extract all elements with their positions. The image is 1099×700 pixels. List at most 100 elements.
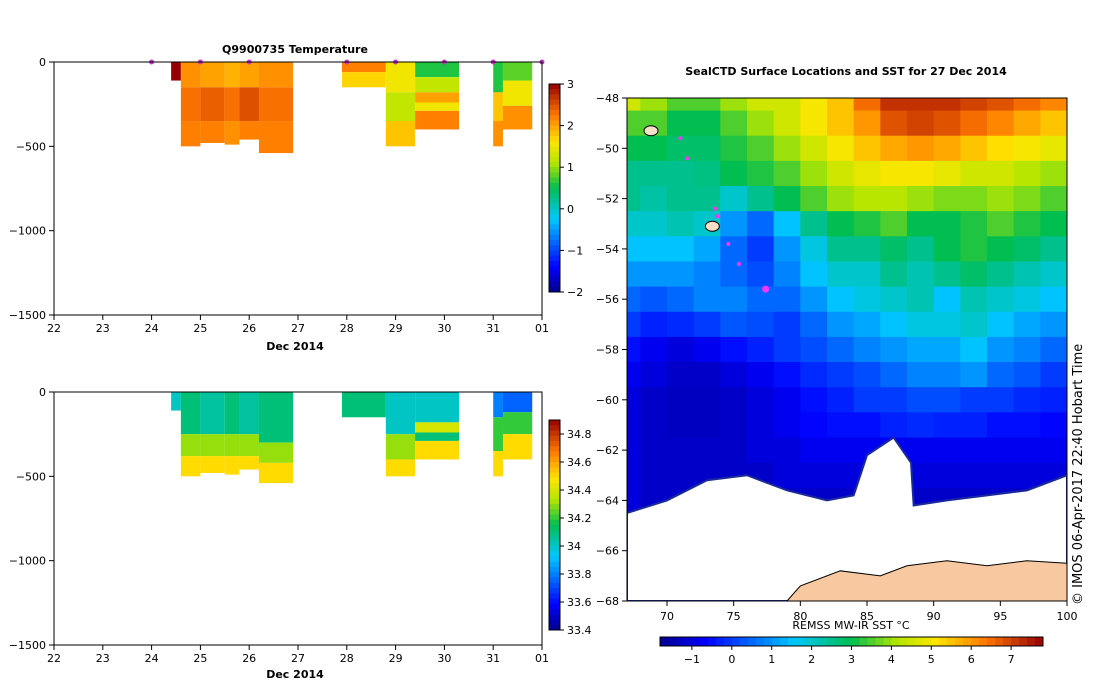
- x-tick-label: 25: [193, 322, 207, 335]
- sst-cell: [720, 211, 748, 237]
- sst-cell: [773, 362, 801, 388]
- sst-colorbar-step: [827, 637, 837, 646]
- profile-0: [171, 392, 181, 411]
- sst-cell: [693, 110, 721, 137]
- colorbar-step: [549, 593, 560, 599]
- sst-cell: [880, 336, 908, 363]
- sst-cell: [640, 286, 668, 313]
- lon-tick-label: 100: [1057, 610, 1078, 623]
- profile-cell: [258, 121, 294, 154]
- sst-cell: [1013, 236, 1041, 262]
- x-tick-label: 24: [145, 322, 159, 335]
- sst-cell: [747, 362, 775, 388]
- sst-cell: [1040, 236, 1067, 262]
- colorbar-step: [549, 430, 560, 437]
- sst-cell: [667, 286, 695, 313]
- colorbar-step: [549, 540, 560, 547]
- temperature-plot-title: Q9900735 Temperature: [222, 43, 368, 56]
- sst-map-title: SealCTD Surface Locations and SST for 27…: [685, 65, 1007, 78]
- sst-colorbar-tick-label: 0: [728, 653, 735, 666]
- sst-cell: [960, 261, 988, 288]
- salinity-x-axis-label: Dec 2014: [266, 668, 324, 681]
- colorbar-step: [549, 234, 560, 241]
- sst-cell: [907, 311, 935, 338]
- sst-colorbar-tick-label: 6: [968, 653, 975, 666]
- sst-colorbar-step: [811, 637, 821, 646]
- sst-cell: [693, 412, 721, 439]
- sst-cell: [1013, 186, 1041, 212]
- sst-cell: [987, 412, 1015, 439]
- colorbar-step: [549, 276, 560, 283]
- sst-cell: [773, 160, 801, 187]
- sst-cell: [773, 311, 801, 338]
- sst-cell: [960, 437, 988, 464]
- sst-cell: [640, 362, 668, 388]
- profile-0: [171, 62, 181, 81]
- lat-tick-label: −68: [596, 595, 619, 608]
- sst-cell: [640, 311, 668, 338]
- lat-tick-label: −64: [596, 494, 619, 507]
- sst-cell: [693, 362, 721, 388]
- profile-3: [224, 62, 240, 145]
- y-tick-label: −1000: [9, 555, 46, 568]
- colorbar-step: [549, 441, 560, 447]
- sst-cell: [960, 160, 988, 187]
- sst-cell: [720, 362, 748, 388]
- colorbar-step: [549, 208, 560, 215]
- sst-cell: [800, 236, 828, 262]
- sst-cell: [720, 110, 748, 137]
- y-tick-label: 0: [39, 386, 46, 399]
- sst-cell: [933, 311, 961, 338]
- sst-cell: [747, 387, 775, 413]
- colorbar-step: [549, 467, 560, 473]
- sst-cell: [933, 98, 961, 112]
- profile-cell: [415, 392, 460, 423]
- profile-cell: [493, 92, 503, 122]
- profile-cell: [415, 92, 460, 103]
- colorbar-step: [549, 425, 560, 431]
- colorbar-step: [549, 120, 560, 127]
- sst-colorbar-step: [883, 637, 892, 646]
- sst-cell: [987, 311, 1015, 338]
- colorbar-step: [549, 561, 560, 568]
- sst-colorbar-step: [723, 637, 733, 646]
- sst-cell: [747, 286, 775, 313]
- sst-colorbar-step: [899, 637, 908, 646]
- sst-cell: [987, 98, 1015, 112]
- sst-cell: [1013, 135, 1041, 162]
- sst-cell: [667, 160, 695, 187]
- temperature-x-axis-label: Dec 2014: [266, 340, 324, 353]
- sst-cell: [933, 261, 961, 288]
- colorbar-step: [549, 141, 560, 147]
- sst-cell: [933, 211, 961, 237]
- profile-9: [493, 62, 503, 147]
- profile-5: [258, 392, 294, 484]
- sst-colorbar-step: [875, 637, 884, 646]
- colorbar-step: [549, 214, 560, 220]
- x-tick-label: 24: [145, 652, 159, 665]
- sst-colorbar-tick-label: 3: [848, 653, 855, 666]
- profile-7: [385, 62, 416, 147]
- sst-cell: [800, 362, 828, 388]
- profile-cell: [180, 62, 201, 88]
- colorbar-tick-label: 1: [567, 161, 574, 174]
- sst-cell: [627, 160, 641, 187]
- sst-cell: [773, 412, 801, 439]
- colorbar-step: [549, 624, 560, 631]
- profile-cell: [258, 87, 294, 122]
- colorbar-step: [549, 125, 560, 132]
- sst-cell: [907, 286, 935, 313]
- colorbar-step: [549, 435, 560, 442]
- sst-cell: [773, 261, 801, 288]
- sst-colorbar-step: [667, 637, 677, 646]
- sst-cell: [693, 98, 721, 112]
- profile-cell: [239, 121, 259, 140]
- sst-cell: [1013, 336, 1041, 363]
- sst-cell: [933, 135, 961, 162]
- y-tick-label: −1500: [9, 309, 46, 322]
- colorbar-tick-label: 34.8: [567, 428, 592, 441]
- sst-cell: [853, 135, 881, 162]
- sst-colorbar-step: [803, 637, 813, 646]
- sst-cell: [640, 437, 668, 464]
- colorbar-step: [549, 519, 560, 526]
